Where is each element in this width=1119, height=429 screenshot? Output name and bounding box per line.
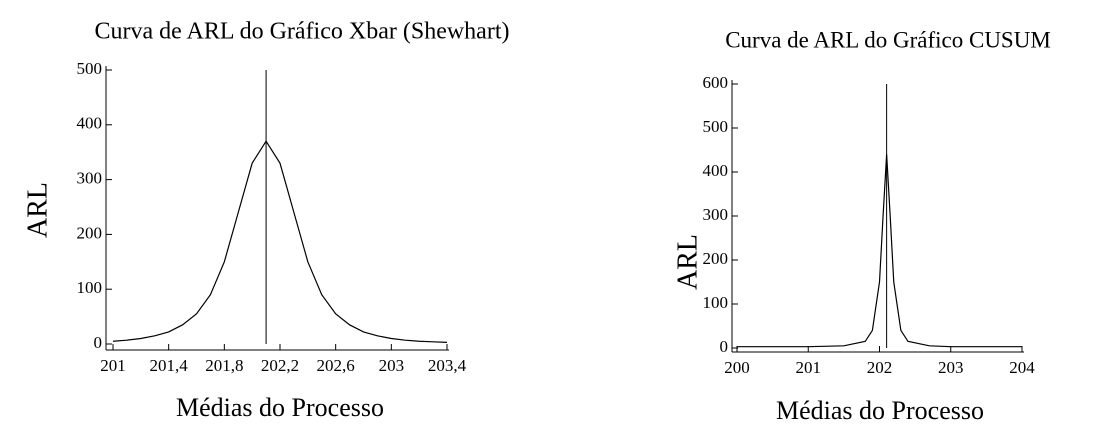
x-tick-label: 201 <box>100 356 126 375</box>
y-tick-label: 600 <box>703 73 729 92</box>
y-tick-label: 500 <box>703 117 729 136</box>
y-tick-label: 200 <box>703 249 729 268</box>
x-tick-label: 203,4 <box>428 356 467 375</box>
chart-title: Curva de ARL do Gráfico CUSUM <box>725 27 1051 52</box>
arl-curve <box>737 154 1022 348</box>
chart-title: Curva de ARL do Gráfico Xbar (Shewhart) <box>95 19 510 45</box>
x-tick-label: 201 <box>796 358 822 377</box>
x-tick-label: 202 <box>867 358 893 377</box>
x-tick-label: 200 <box>724 358 750 377</box>
y-tick-label: 400 <box>77 114 103 133</box>
x-tick-label: 203 <box>379 356 405 375</box>
y-tick-label: 0 <box>94 333 103 352</box>
y-tick-label: 300 <box>703 205 729 224</box>
x-tick-label: 202,6 <box>317 356 355 375</box>
y-tick-label: 200 <box>77 223 103 242</box>
x-tick-label: 201,8 <box>205 356 243 375</box>
y-axis-label: ARL <box>672 234 703 290</box>
x-axis-label: Médias do Processo <box>176 393 384 422</box>
y-tick-label: 100 <box>77 278 103 297</box>
arl-curve <box>112 140 448 343</box>
y-tick-label: 100 <box>703 293 729 312</box>
x-tick-label: 203 <box>938 358 964 377</box>
y-axis-label: ARL <box>22 182 53 238</box>
x-tick-label: 202,2 <box>261 356 299 375</box>
y-tick-label: 500 <box>77 59 103 78</box>
y-tick-label: 0 <box>720 337 729 356</box>
x-tick-label: 204 <box>1009 358 1035 377</box>
y-tick-label: 400 <box>703 161 729 180</box>
x-tick-label: 201,4 <box>150 356 189 375</box>
y-tick-label: 300 <box>77 169 103 188</box>
x-axis-label: Médias do Processo <box>776 396 984 425</box>
